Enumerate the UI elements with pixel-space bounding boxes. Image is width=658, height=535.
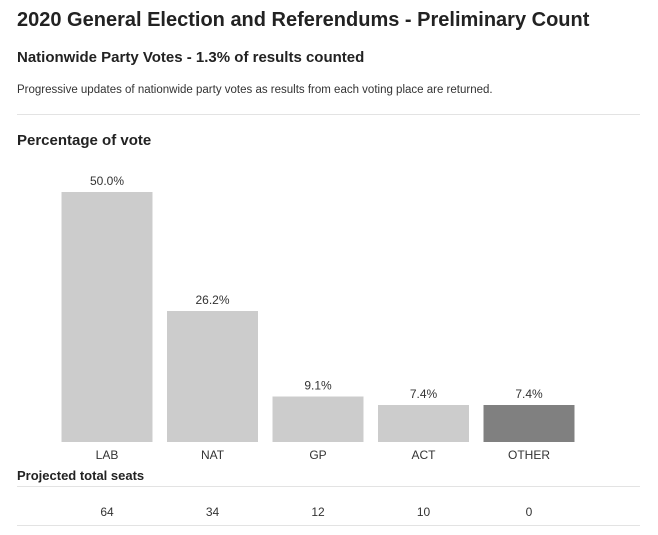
category-label-other: OTHER	[508, 448, 550, 462]
category-label-nat: NAT	[201, 448, 225, 462]
bar-lab	[61, 192, 153, 442]
seat-value-other: 0	[525, 505, 533, 519]
seats-top-divider	[17, 486, 640, 487]
bar-nat	[167, 311, 258, 442]
header-divider	[17, 114, 640, 115]
vote-percentage-bar-chart: 50.0% LAB 26.2% NAT 9.1% GP 7.4% ACT 7.4% OTHER	[61, 174, 575, 462]
bar-other	[483, 405, 575, 442]
category-label-gp: GP	[309, 448, 326, 462]
data-label-gp: 9.1%	[304, 379, 332, 393]
data-label-nat: 26.2%	[195, 293, 229, 307]
data-label-lab: 50.0%	[90, 174, 124, 188]
page-title: 2020 General Election and Referendums - …	[17, 9, 590, 31]
seat-value-gp: 12	[311, 505, 325, 519]
seats-bottom-divider	[17, 525, 640, 526]
seat-value-nat: 34	[205, 505, 220, 519]
page-description: Progressive updates of nationwide party …	[17, 84, 493, 96]
seats-row: 64 34 12 10 0	[0, 505, 658, 521]
data-label-act: 7.4%	[410, 387, 438, 401]
category-label-act: ACT	[412, 448, 437, 462]
chart-title: Percentage of vote	[17, 132, 152, 149]
data-label-other: 7.4%	[515, 387, 543, 401]
seat-value-act: 10	[416, 505, 431, 519]
seat-value-lab: 64	[100, 505, 114, 519]
category-label-lab: LAB	[96, 448, 119, 462]
seats-title: Projected total seats	[17, 468, 145, 483]
page-subtitle: Nationwide Party Votes - 1.3% of results…	[17, 49, 365, 66]
bar-gp	[272, 396, 364, 442]
bar-act	[378, 405, 469, 442]
